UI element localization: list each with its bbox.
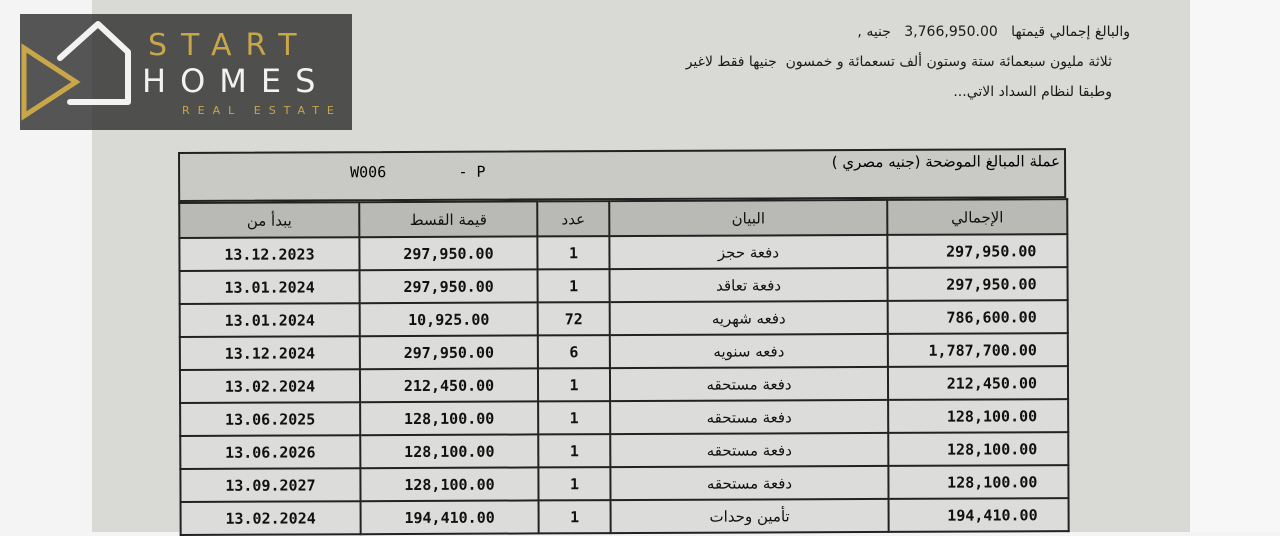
- cell-description: دفعة مستحقه: [609, 366, 889, 402]
- cell-count: 1: [537, 269, 610, 303]
- cell-installment-value: 212,450.00: [359, 368, 539, 403]
- cell-start-from: 13.12.2023: [179, 237, 360, 271]
- cell-count: 1: [538, 434, 611, 468]
- table-title-bar: عملة المبالغ الموضحة (جنيه مصري ) W006 -…: [178, 148, 1067, 202]
- header-description: البيان: [609, 199, 888, 237]
- cell-count: 1: [537, 368, 611, 402]
- header-total: الإجمالي: [887, 199, 1068, 235]
- cell-description: دفعة مستحقه: [610, 399, 889, 435]
- page-margin: [1190, 0, 1280, 532]
- currency-note: عملة المبالغ الموضحة (جنيه مصري ): [831, 152, 1061, 172]
- cell-description: دفعه سنويه: [609, 333, 888, 369]
- total-amount-line: والبالغ إجمالي قيمتها 3,766,950.00 جنيه …: [857, 24, 1130, 40]
- cell-installment-value: 297,950.00: [359, 236, 538, 271]
- logo-start: START: [148, 28, 311, 63]
- table-row: 13.12.2024 297,950.00 6 دفعه سنويه 1,787,700…: [179, 333, 1068, 370]
- table-row: 13.01.2024 10,925.00 72 دفعه شهريه 786,600.0…: [179, 300, 1068, 337]
- table-row: 13.09.2027 128,100.00 1 دفعة مستحقه 128,100.…: [180, 465, 1069, 502]
- cell-installment-value: 297,950.00: [359, 269, 538, 304]
- cell-installment-value: 297,950.00: [359, 335, 538, 370]
- header-count: عدد: [537, 201, 610, 237]
- payment-schedule-table: عملة المبالغ الموضحة (جنيه مصري ) W006 -…: [178, 148, 1069, 536]
- cell-description: دفعة حجز: [609, 234, 888, 270]
- cell-total: 297,950.00: [887, 234, 1068, 268]
- payment-system-intro: وطبقا لنظام السداد الاتي...: [953, 84, 1112, 100]
- cell-start-from: 13.09.2027: [180, 468, 361, 502]
- cell-count: 6: [537, 335, 610, 369]
- cell-start-from: 13.12.2024: [179, 336, 360, 370]
- cell-count: 72: [537, 302, 610, 336]
- table-row: 13.02.2024 194,410.00 1 تأمين وحدات 194,410.…: [180, 498, 1069, 535]
- cell-installment-value: 128,100.00: [360, 434, 539, 469]
- cell-installment-value: 128,100.00: [360, 467, 539, 502]
- amount-in-words: ثلاثة مليون سبعمائة ستة وستون ألف تسعمائ…: [685, 54, 1112, 70]
- start-homes-watermark: START HOMES REAL ESTATE: [20, 14, 352, 130]
- cell-description: دفعة مستحقه: [610, 465, 889, 501]
- cell-start-from: 13.02.2024: [179, 369, 361, 403]
- currency-label: جنيه ,: [857, 24, 891, 40]
- table-row: 13.06.2026 128,100.00 1 دفعة مستحقه 128,100.…: [180, 432, 1069, 469]
- logo-real-estate: REAL ESTATE: [182, 104, 342, 117]
- cell-description: دفعة تعاقد: [609, 267, 888, 303]
- table-row: 13.12.2023 297,950.00 1 دفعة حجز 297,950.00: [179, 234, 1068, 271]
- cell-start-from: 13.06.2026: [180, 435, 361, 469]
- cell-count: 1: [538, 467, 611, 501]
- total-amount: 3,766,950.00: [904, 24, 998, 40]
- cell-installment-value: 128,100.00: [360, 401, 539, 436]
- cell-total: 194,410.00: [888, 498, 1069, 532]
- cell-installment-value: 194,410.00: [360, 500, 539, 535]
- cell-start-from: 13.06.2025: [180, 402, 361, 436]
- cell-description: تأمين وحدات: [610, 498, 889, 534]
- cell-total: 128,100.00: [888, 465, 1069, 499]
- cell-description: دفعه شهريه: [609, 300, 888, 336]
- cell-total: 128,100.00: [888, 399, 1069, 433]
- table-row: 13.06.2025 128,100.00 1 دفعة مستحقه 128,100.…: [180, 399, 1069, 436]
- cell-description: دفعة مستحقه: [610, 432, 889, 468]
- cell-start-from: 13.01.2024: [179, 270, 360, 304]
- table-header-row: يبدأ من قيمة القسط عدد البيان الإجمالي: [179, 199, 1068, 238]
- house-play-logo-icon: [21, 21, 131, 121]
- cell-count: 1: [538, 401, 611, 435]
- logo-homes: HOMES: [142, 62, 330, 100]
- cell-installment-value: 10,925.00: [359, 302, 538, 337]
- header-installment-value: قيمة القسط: [359, 201, 538, 238]
- cell-total: 128,100.00: [888, 432, 1069, 466]
- cell-total: 786,600.00: [887, 300, 1068, 334]
- cell-start-from: 13.01.2024: [179, 303, 360, 337]
- table-row: 13.02.2024 212,450.00 1 دفعة مستحقه 212,450.…: [179, 366, 1069, 403]
- header-start-from: يبدأ من: [179, 202, 360, 238]
- cell-start-from: 13.02.2024: [180, 501, 361, 535]
- cell-total: 1,787,700.00: [887, 333, 1068, 367]
- cell-count: 1: [537, 236, 610, 270]
- cell-count: 1: [538, 500, 611, 534]
- cell-total: 212,450.00: [887, 366, 1069, 400]
- unit-code: W006 - P: [350, 162, 486, 182]
- table-row: 13.01.2024 297,950.00 1 دفعة تعاقد 297,950.0…: [179, 267, 1068, 304]
- total-label: والبالغ إجمالي قيمتها: [1011, 24, 1130, 40]
- cell-total: 297,950.00: [887, 267, 1068, 301]
